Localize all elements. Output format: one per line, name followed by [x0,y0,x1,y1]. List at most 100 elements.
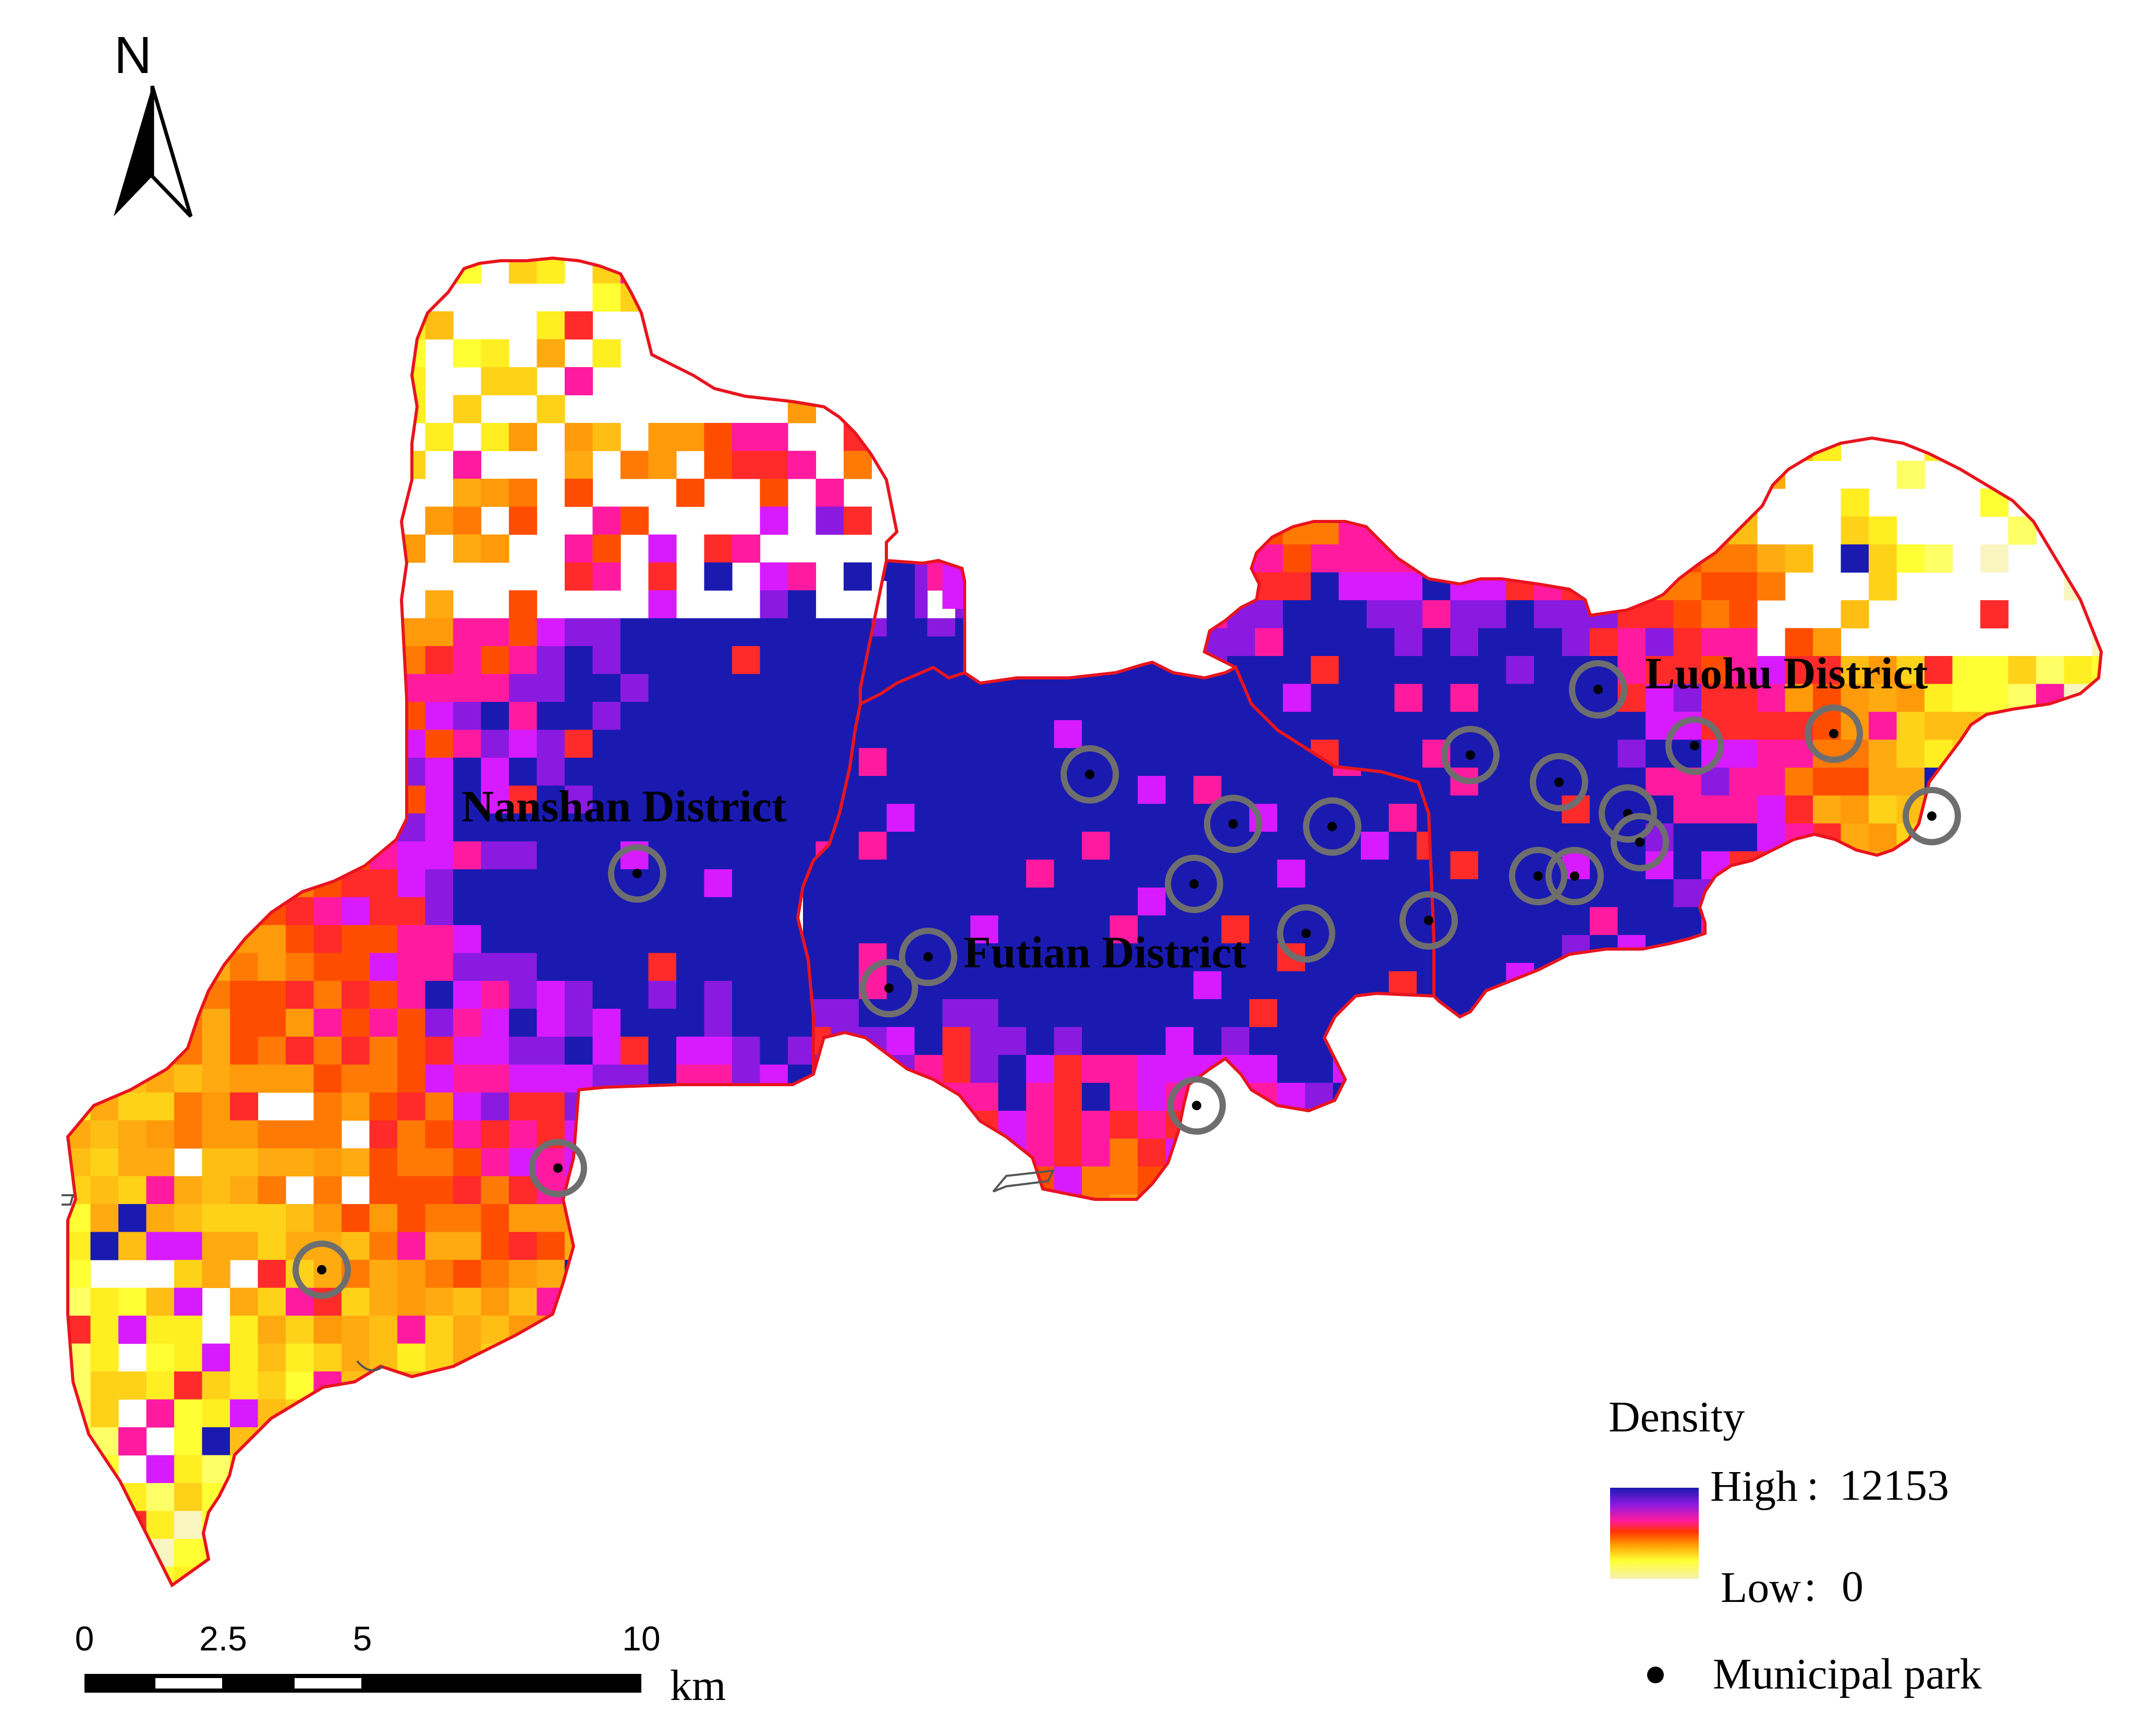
density-cell [68,925,91,954]
density-cell [1193,1138,1222,1167]
density-cell [118,646,147,675]
density-cell [1283,656,1311,685]
density-cell [760,702,788,731]
density-cell [1924,935,1953,964]
density-cell [1395,1019,1423,1047]
density-cell [369,1176,398,1205]
park-dot-icon [884,983,894,993]
density-cell [1896,460,1925,489]
density-cell [1785,963,1813,991]
density-cell [592,283,621,312]
density-cell [202,897,230,926]
density-cell [942,1194,971,1199]
density-cell [592,674,621,702]
density-cell [118,451,147,479]
density-cell [202,1483,230,1512]
density-cell [369,1511,398,1539]
density-cell [886,1027,915,1055]
density-cell [258,1427,286,1456]
density-cell [342,813,370,842]
density-cell [1896,907,1925,936]
density-cell [1138,888,1166,916]
density-cell [230,1399,259,1428]
density-cell [732,1176,761,1205]
density-cell [1221,561,1250,581]
density-cell [620,1371,649,1400]
density-cell [620,1260,649,1289]
density-cell [732,1037,761,1065]
density-cell [258,1232,286,1260]
density-cell [871,1148,900,1177]
density-cell [1394,656,1423,685]
density-cell [1367,739,1395,768]
density-cell [1617,907,1646,936]
density-cell [1110,1111,1138,1139]
density-cell [537,981,565,1010]
density-cell [174,702,203,731]
density-cell [676,1092,705,1121]
scale-unit: km [670,1661,726,1710]
density-cell [537,1009,565,1037]
density-cell [174,1343,203,1372]
density-cell [369,618,398,647]
density-cell [1952,768,1981,796]
density-cell [815,1232,844,1260]
legend-low-value: 0 [1842,1562,1863,1611]
density-cell [425,702,454,731]
density-cell [453,813,482,842]
density-cell [174,1399,203,1428]
density-cell [648,1287,677,1316]
density-cell [258,451,286,479]
density-cell [1221,971,1250,1000]
density-cell [1896,739,1925,768]
density-cell [955,1566,965,1585]
density-cell [313,953,342,981]
density-cell [760,646,788,675]
density-cell [313,618,342,647]
density-cell [313,674,342,702]
density-cell [871,1483,900,1512]
futian-boundary [796,558,1435,1201]
density-cell [1478,712,1507,740]
district-boundaries [66,256,2103,1588]
density-cell [202,1260,230,1289]
density-cell [1924,684,1953,712]
density-cell [760,1566,788,1585]
density-cell [2036,1019,2064,1047]
density-cell [258,1343,286,1372]
density-cell [1193,776,1222,805]
density-cell [1338,600,1367,629]
density-cell [942,1111,971,1139]
density-cell [1869,935,1897,964]
density-cell [1204,544,1228,573]
density-cell [1338,739,1367,768]
density-cell [397,925,426,954]
density-cell [899,1539,928,1568]
density-cell [1590,460,1618,489]
density-cell [859,1138,887,1167]
density-cell [899,1120,928,1149]
density-cell [174,869,203,898]
density-cell [1506,823,1534,852]
density-cell [648,423,677,452]
density-cell [2092,684,2101,712]
density-cell [1283,438,1311,461]
density-cell [202,618,230,647]
density-cell [565,730,593,758]
density-cell [844,1232,872,1260]
density-cell [1255,460,1284,489]
park-buffer-ring [899,928,957,986]
density-cell [844,1455,872,1484]
density-cell [537,339,565,368]
density-cell [1757,879,1786,908]
density-cell [286,702,314,731]
density-cell [453,1287,482,1316]
density-cell [788,1009,817,1037]
density-cell [453,451,482,479]
density-cell [2064,795,2092,824]
density-cell [871,1204,900,1233]
density-cell [732,311,761,340]
density-cell [1255,628,1284,657]
park-dot-icon [1424,916,1433,925]
density-cell [342,1399,370,1428]
